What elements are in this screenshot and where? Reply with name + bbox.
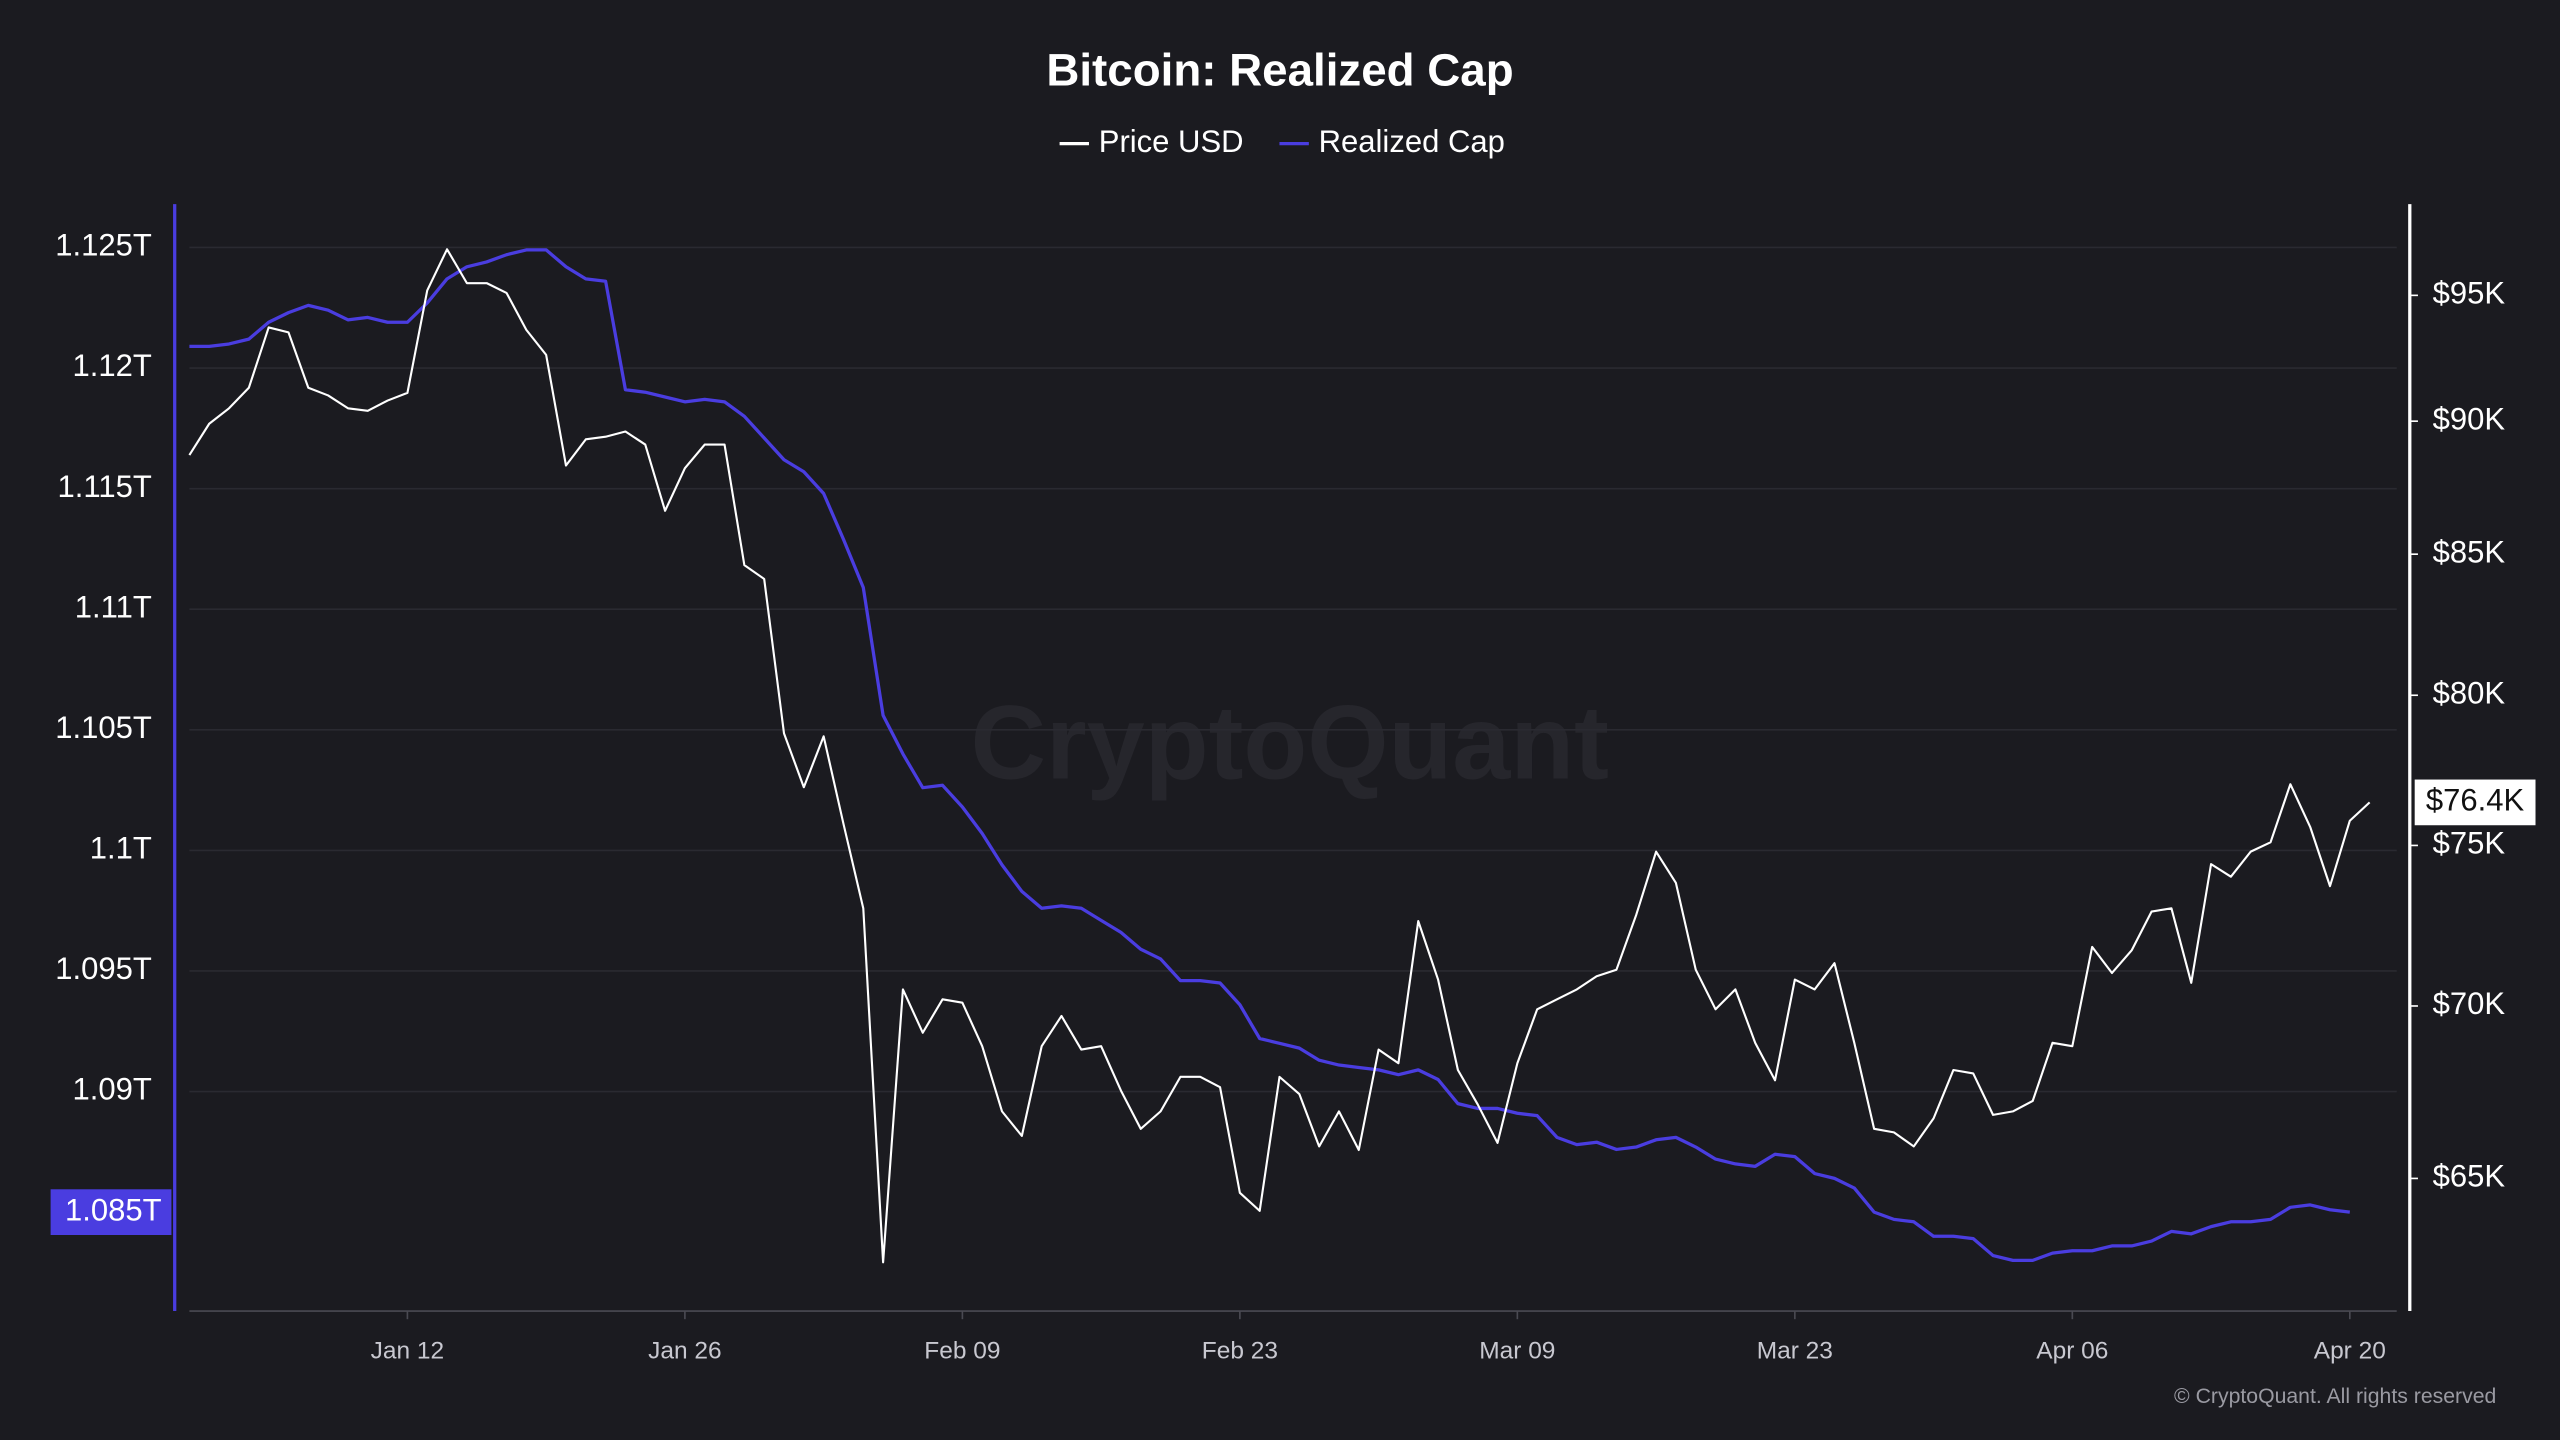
y2-tick-label: $80K — [2433, 675, 2506, 710]
series-line — [188, 248, 2371, 1264]
copyright: © CryptoQuant. All rights reserved — [2174, 1385, 2496, 1408]
legend-label: Realized Cap — [1319, 124, 1505, 159]
series-line — [189, 248, 2351, 1263]
x-tick-label: Jan 26 — [648, 1337, 721, 1364]
y-tick-label: 1.11T — [75, 589, 152, 624]
y2-tick-label: $70K — [2433, 986, 2506, 1021]
legend-label: Price USD — [1099, 124, 1244, 159]
y-tick-label: 1.125T — [55, 228, 152, 263]
x-tick-label: Apr 06 — [2036, 1337, 2108, 1364]
x-tick-label: Mar 09 — [1479, 1337, 1555, 1364]
last-value-box — [50, 1189, 172, 1236]
last-value-box — [2414, 779, 2536, 826]
y-tick-label: 1.095T — [55, 951, 152, 986]
chart-title: Bitcoin: Realized Cap — [1046, 45, 1513, 96]
watermark: CryptoQuant — [971, 685, 1609, 802]
y2-tick-label: $90K — [2433, 401, 2506, 436]
last-value-label: $76.4K — [2426, 783, 2525, 818]
y-tick-label: 1.1T — [90, 831, 152, 866]
y-tick-label: 1.12T — [73, 348, 152, 383]
x-tick-label: Mar 23 — [1757, 1337, 1833, 1364]
x-tick-label: Feb 23 — [1202, 1337, 1278, 1364]
x-tick-label: Apr 20 — [2314, 1337, 2386, 1364]
y-tick-label: 1.115T — [58, 469, 152, 504]
y2-tick-label: $65K — [2433, 1159, 2506, 1194]
y-tick-label: 1.09T — [73, 1072, 152, 1107]
y-tick-label: 1.105T — [55, 710, 152, 745]
y2-tick-label: $75K — [2433, 826, 2506, 861]
x-tick-label: Jan 12 — [371, 1337, 444, 1364]
y2-tick-label: $85K — [2433, 534, 2506, 569]
last-value-label: 1.085T — [65, 1192, 162, 1227]
y2-tick-label: $95K — [2433, 276, 2506, 311]
x-tick-label: Feb 09 — [924, 1337, 1000, 1364]
